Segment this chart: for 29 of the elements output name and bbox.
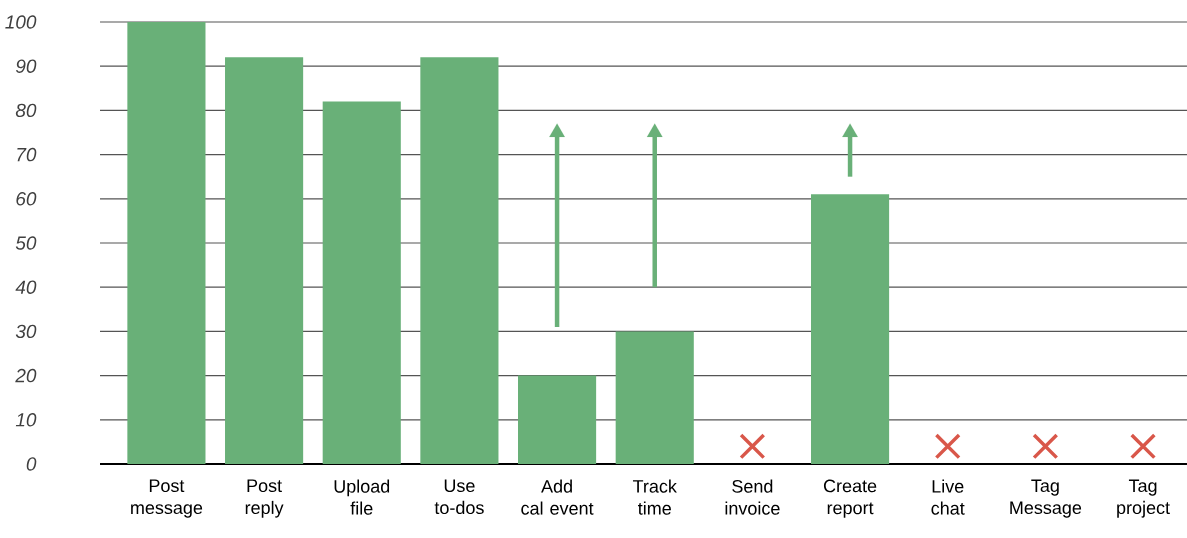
bar [615, 331, 694, 464]
y-tick-label: 0 [26, 457, 37, 471]
y-tick-label: 80 [15, 103, 37, 118]
bar [127, 21, 206, 464]
x-tick-label: Add cal event [521, 479, 594, 515]
bar [225, 57, 304, 464]
y-tick-label: 30 [15, 324, 37, 339]
x-tick-label: Post reply [245, 479, 284, 518]
y-tick-label: 50 [15, 236, 37, 250]
y-tick-label: 60 [16, 192, 37, 206]
x-tick-label: Post message [131, 479, 203, 518]
x-tick-label: Tag project [1117, 479, 1170, 518]
bar [322, 101, 401, 464]
x-tick-label: Send invoice [725, 479, 780, 515]
y-tick-label: 70 [17, 147, 37, 162]
x-tick-label: Upload file [334, 479, 390, 515]
bar [810, 194, 890, 464]
y-tick-label: 10 [15, 413, 37, 427]
x-tick-label: Track time [632, 479, 677, 515]
y-tick-label: 100 [5, 15, 37, 29]
x-tick-label: Use to-dos [434, 479, 484, 515]
x-tick-label: Live chat [931, 479, 965, 515]
y-tick-label: 90 [15, 59, 37, 73]
bar [420, 57, 499, 464]
x-tick-label: Create report [823, 479, 877, 518]
x-tick-label: Tag Message [1010, 479, 1082, 518]
bar [518, 375, 597, 464]
y-tick-label: 20 [15, 368, 37, 383]
y-tick-label: 40 [15, 280, 37, 294]
